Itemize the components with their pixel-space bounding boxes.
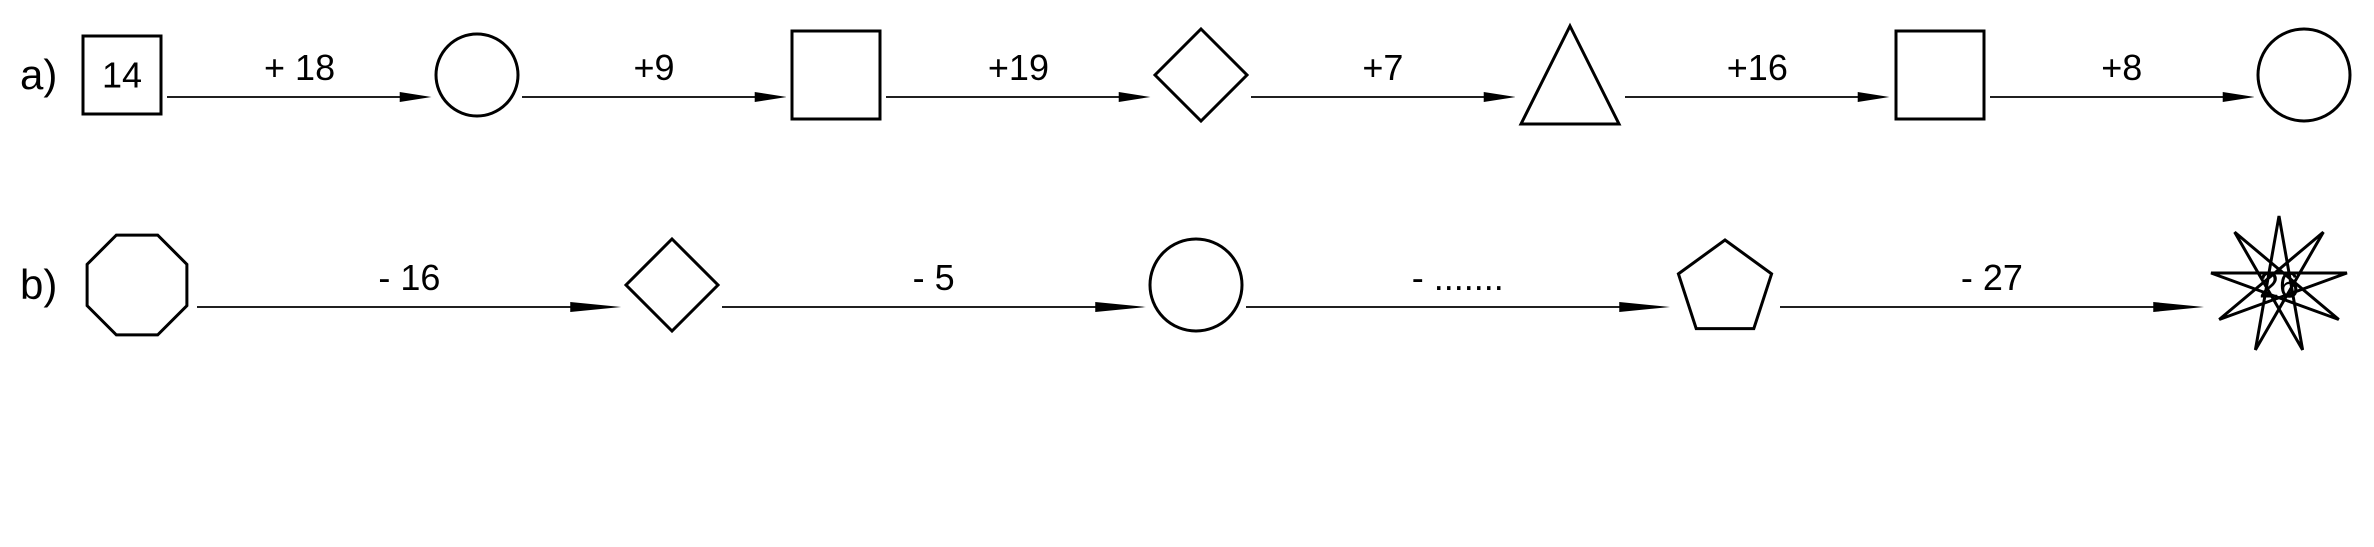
row-0-node-4-triangle	[1515, 20, 1625, 130]
arrow-icon	[886, 91, 1150, 103]
row-1: b) - 16 - 5 - ....... - 27 26	[20, 210, 2354, 360]
row-1-arrow-1-label: - 5	[913, 257, 955, 299]
row-0-arrow-2-label: +19	[988, 47, 1049, 89]
row-0-node-1-circle	[432, 30, 522, 120]
row-1-node-2-circle	[1146, 235, 1246, 335]
row-1-node-4-star9: 26	[2204, 210, 2354, 360]
row-0-arrow-4: +16	[1625, 47, 1889, 103]
arrow-icon	[522, 91, 786, 103]
svg-text:26: 26	[2259, 265, 2299, 306]
arrow-icon	[1990, 91, 2254, 103]
row-0-arrow-5: +8	[1990, 47, 2254, 103]
svg-text:14: 14	[102, 55, 142, 96]
row-1-node-0-octagon	[77, 225, 197, 345]
row-1-arrow-1: - 5	[722, 257, 1146, 313]
row-0-node-3-diamond	[1151, 25, 1251, 125]
row-1-arrow-0-label: - 16	[378, 257, 440, 299]
row-0-node-0-square: 14	[77, 30, 167, 120]
row-1-arrow-2: - .......	[1246, 257, 1670, 313]
row-1-chain: - 16 - 5 - ....... - 27 26	[77, 210, 2354, 360]
row-1-arrow-3: - 27	[1780, 257, 2204, 313]
row-0-arrow-2: +19	[886, 47, 1150, 103]
row-0-node-2-square	[786, 25, 886, 125]
row-1-arrow-2-label: - .......	[1412, 257, 1504, 299]
arrow-icon	[167, 91, 431, 103]
row-0-node-5-square	[1890, 25, 1990, 125]
arrow-icon	[1625, 91, 1889, 103]
arrow-icon	[1246, 301, 1670, 313]
row-1-arrow-0: - 16	[197, 257, 621, 313]
row-1-label: b)	[20, 261, 57, 309]
arrow-icon	[722, 301, 1146, 313]
arrow-icon	[197, 301, 621, 313]
row-0-arrow-0: + 18	[167, 47, 431, 103]
row-0-chain: 14 + 18 +9 +19 +7 +16 +8	[77, 20, 2354, 130]
row-0-arrow-3-label: +7	[1362, 47, 1403, 89]
row-0-arrow-1-label: +9	[633, 47, 674, 89]
row-0-arrow-5-label: +8	[2101, 47, 2142, 89]
row-0-arrow-4-label: +16	[1727, 47, 1788, 89]
row-0-arrow-1: +9	[522, 47, 786, 103]
row-0-arrow-3: +7	[1251, 47, 1515, 103]
row-0-node-6-circle	[2254, 25, 2354, 125]
row-1-node-1-diamond	[622, 235, 722, 335]
row-0-label: a)	[20, 51, 57, 99]
arrow-icon	[1780, 301, 2204, 313]
row-0-arrow-0-label: + 18	[264, 47, 335, 89]
row-0: a) 14 + 18 +9 +19 +7 +16 +8	[20, 20, 2354, 130]
row-1-arrow-3-label: - 27	[1961, 257, 2023, 299]
row-1-node-3-pentagon	[1670, 230, 1780, 340]
arrow-icon	[1251, 91, 1515, 103]
